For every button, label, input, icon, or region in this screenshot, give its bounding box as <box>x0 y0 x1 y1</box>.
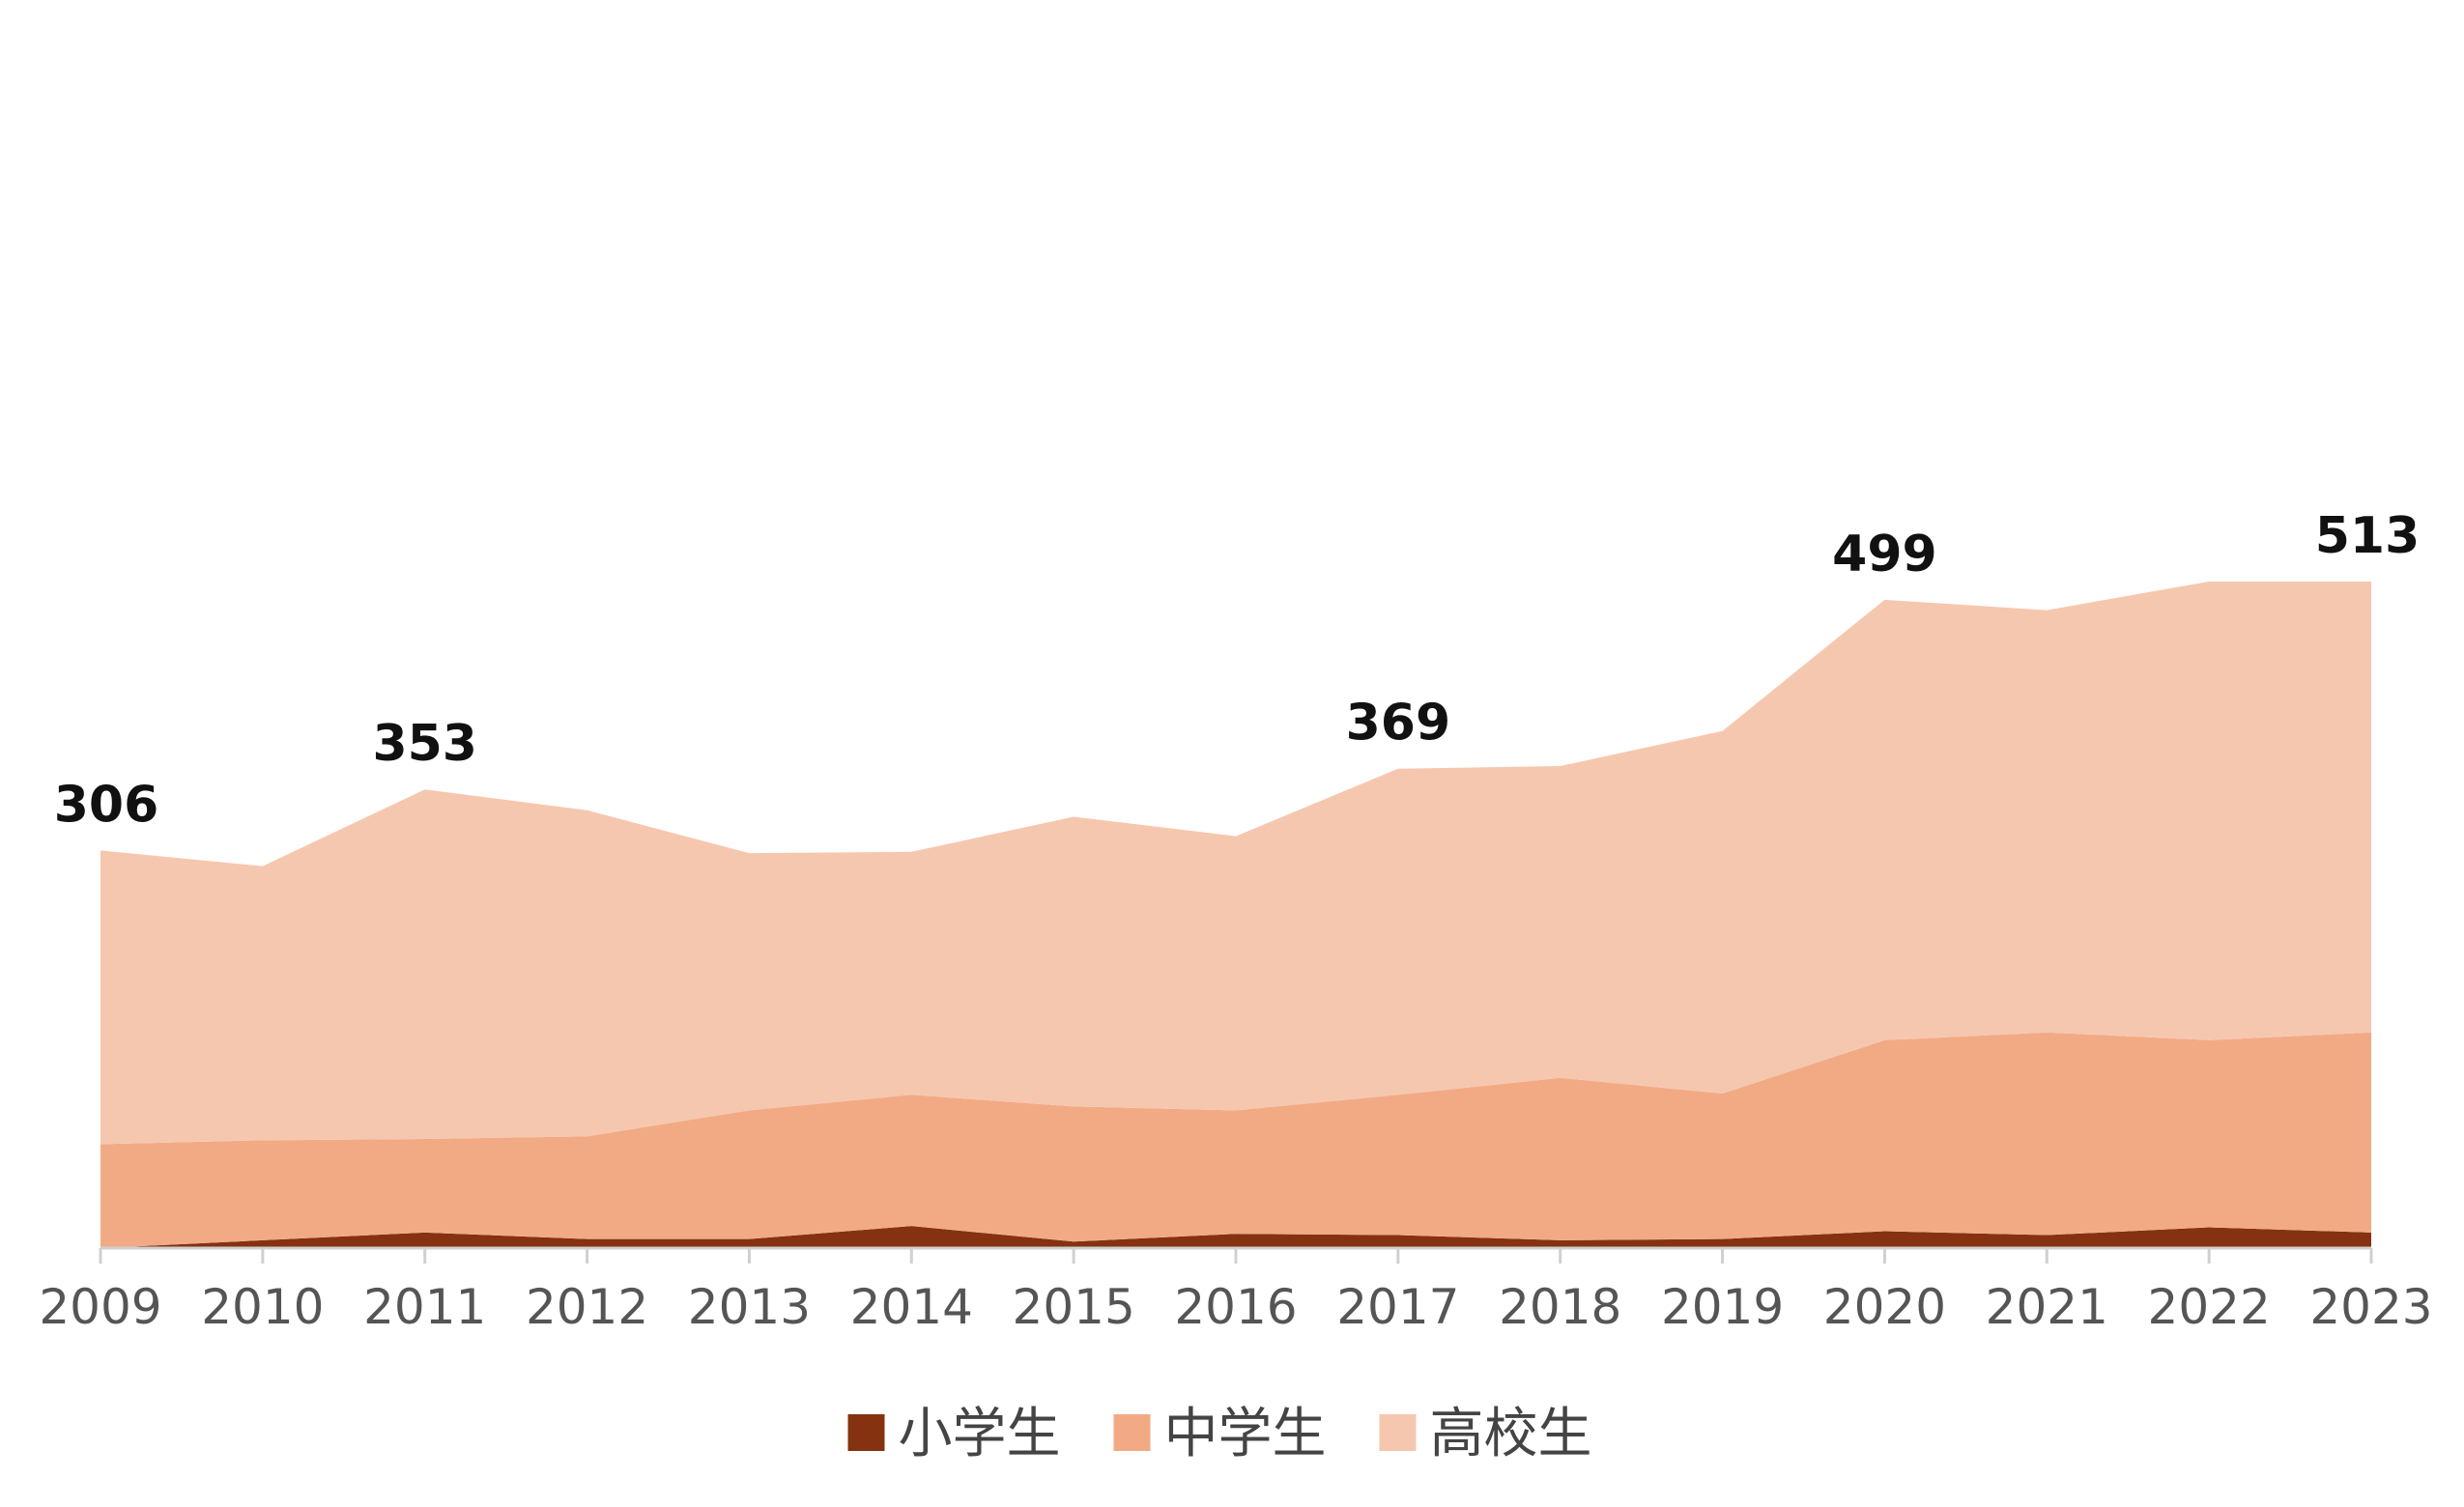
x-tick-label: 2012 <box>526 1279 648 1335</box>
legend-label: 中学生 <box>1164 1403 1327 1465</box>
legend-item-1: 小学生 <box>847 1403 1061 1465</box>
total-data-label: 306 <box>54 776 159 834</box>
legend-label: 高校生 <box>1430 1403 1592 1465</box>
legend: 小学生 中学生 高校生 <box>847 1403 1592 1465</box>
legend-swatch <box>1113 1414 1151 1451</box>
total-data-label: 513 <box>2315 507 2421 565</box>
legend-item-2: 中学生 <box>1113 1403 1327 1465</box>
legend-label: 小学生 <box>899 1403 1061 1465</box>
x-tick-label: 2022 <box>2148 1279 2271 1335</box>
total-data-labels: 306 353 369 499 513 <box>54 507 2421 834</box>
total-data-label: 369 <box>1346 695 1451 753</box>
x-tick-label: 2015 <box>1013 1279 1135 1335</box>
area-series-2 <box>100 1032 2371 1248</box>
x-tick-label: 2014 <box>850 1279 973 1335</box>
x-tick-label: 2021 <box>1986 1279 2108 1335</box>
x-tick-label: 2010 <box>201 1279 324 1335</box>
area-series-1 <box>100 1226 2371 1248</box>
x-tick-label: 2009 <box>39 1279 161 1335</box>
legend-swatch <box>847 1414 885 1451</box>
legend-swatch <box>1379 1414 1417 1451</box>
x-tick-label: 2018 <box>1499 1279 1621 1335</box>
x-tick-label: 2023 <box>2309 1279 2432 1335</box>
area-series-group <box>100 582 2371 1248</box>
x-tick-label: 2020 <box>1823 1279 1946 1335</box>
x-axis <box>99 1246 2373 1264</box>
x-tick-label: 2019 <box>1661 1279 1784 1335</box>
x-tick-label: 2016 <box>1174 1279 1297 1335</box>
x-tick-label: 2017 <box>1336 1279 1459 1335</box>
area-series-3 <box>100 582 2371 1145</box>
legend-item-3: 高校生 <box>1379 1403 1592 1465</box>
total-data-label: 353 <box>372 715 477 773</box>
x-tick-label: 2013 <box>688 1279 811 1335</box>
x-tick-label: 2011 <box>363 1279 486 1335</box>
x-tick-labels: 2009 2010 2011 2012 2013 2014 2015 2016 2017 2018… <box>39 1279 2432 1335</box>
total-data-label: 499 <box>1832 526 1937 583</box>
